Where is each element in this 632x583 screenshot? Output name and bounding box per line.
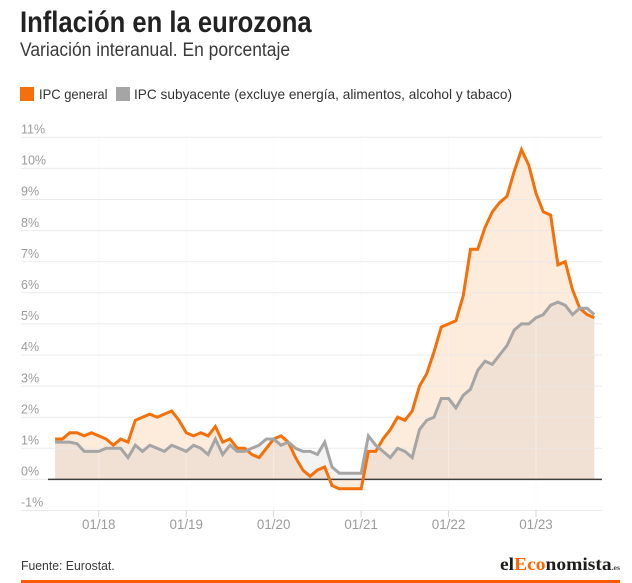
svg-text:3%: 3% xyxy=(21,371,39,385)
svg-text:01/22: 01/22 xyxy=(432,517,466,532)
svg-text:-1%: -1% xyxy=(21,496,43,510)
svg-text:01/23: 01/23 xyxy=(519,517,553,532)
svg-text:8%: 8% xyxy=(21,216,39,230)
svg-text:01/20: 01/20 xyxy=(257,517,291,532)
svg-text:01/18: 01/18 xyxy=(82,517,116,532)
svg-text:6%: 6% xyxy=(21,278,39,292)
svg-text:01/19: 01/19 xyxy=(169,517,203,532)
svg-text:7%: 7% xyxy=(21,247,39,261)
svg-text:11%: 11% xyxy=(21,123,45,137)
svg-text:01/21: 01/21 xyxy=(344,517,378,532)
svg-text:0%: 0% xyxy=(21,465,39,479)
svg-text:9%: 9% xyxy=(21,185,39,199)
svg-text:5%: 5% xyxy=(21,309,39,323)
svg-text:1%: 1% xyxy=(21,434,39,448)
svg-text:4%: 4% xyxy=(21,340,39,354)
svg-text:10%: 10% xyxy=(21,154,46,168)
svg-text:2%: 2% xyxy=(21,402,39,416)
